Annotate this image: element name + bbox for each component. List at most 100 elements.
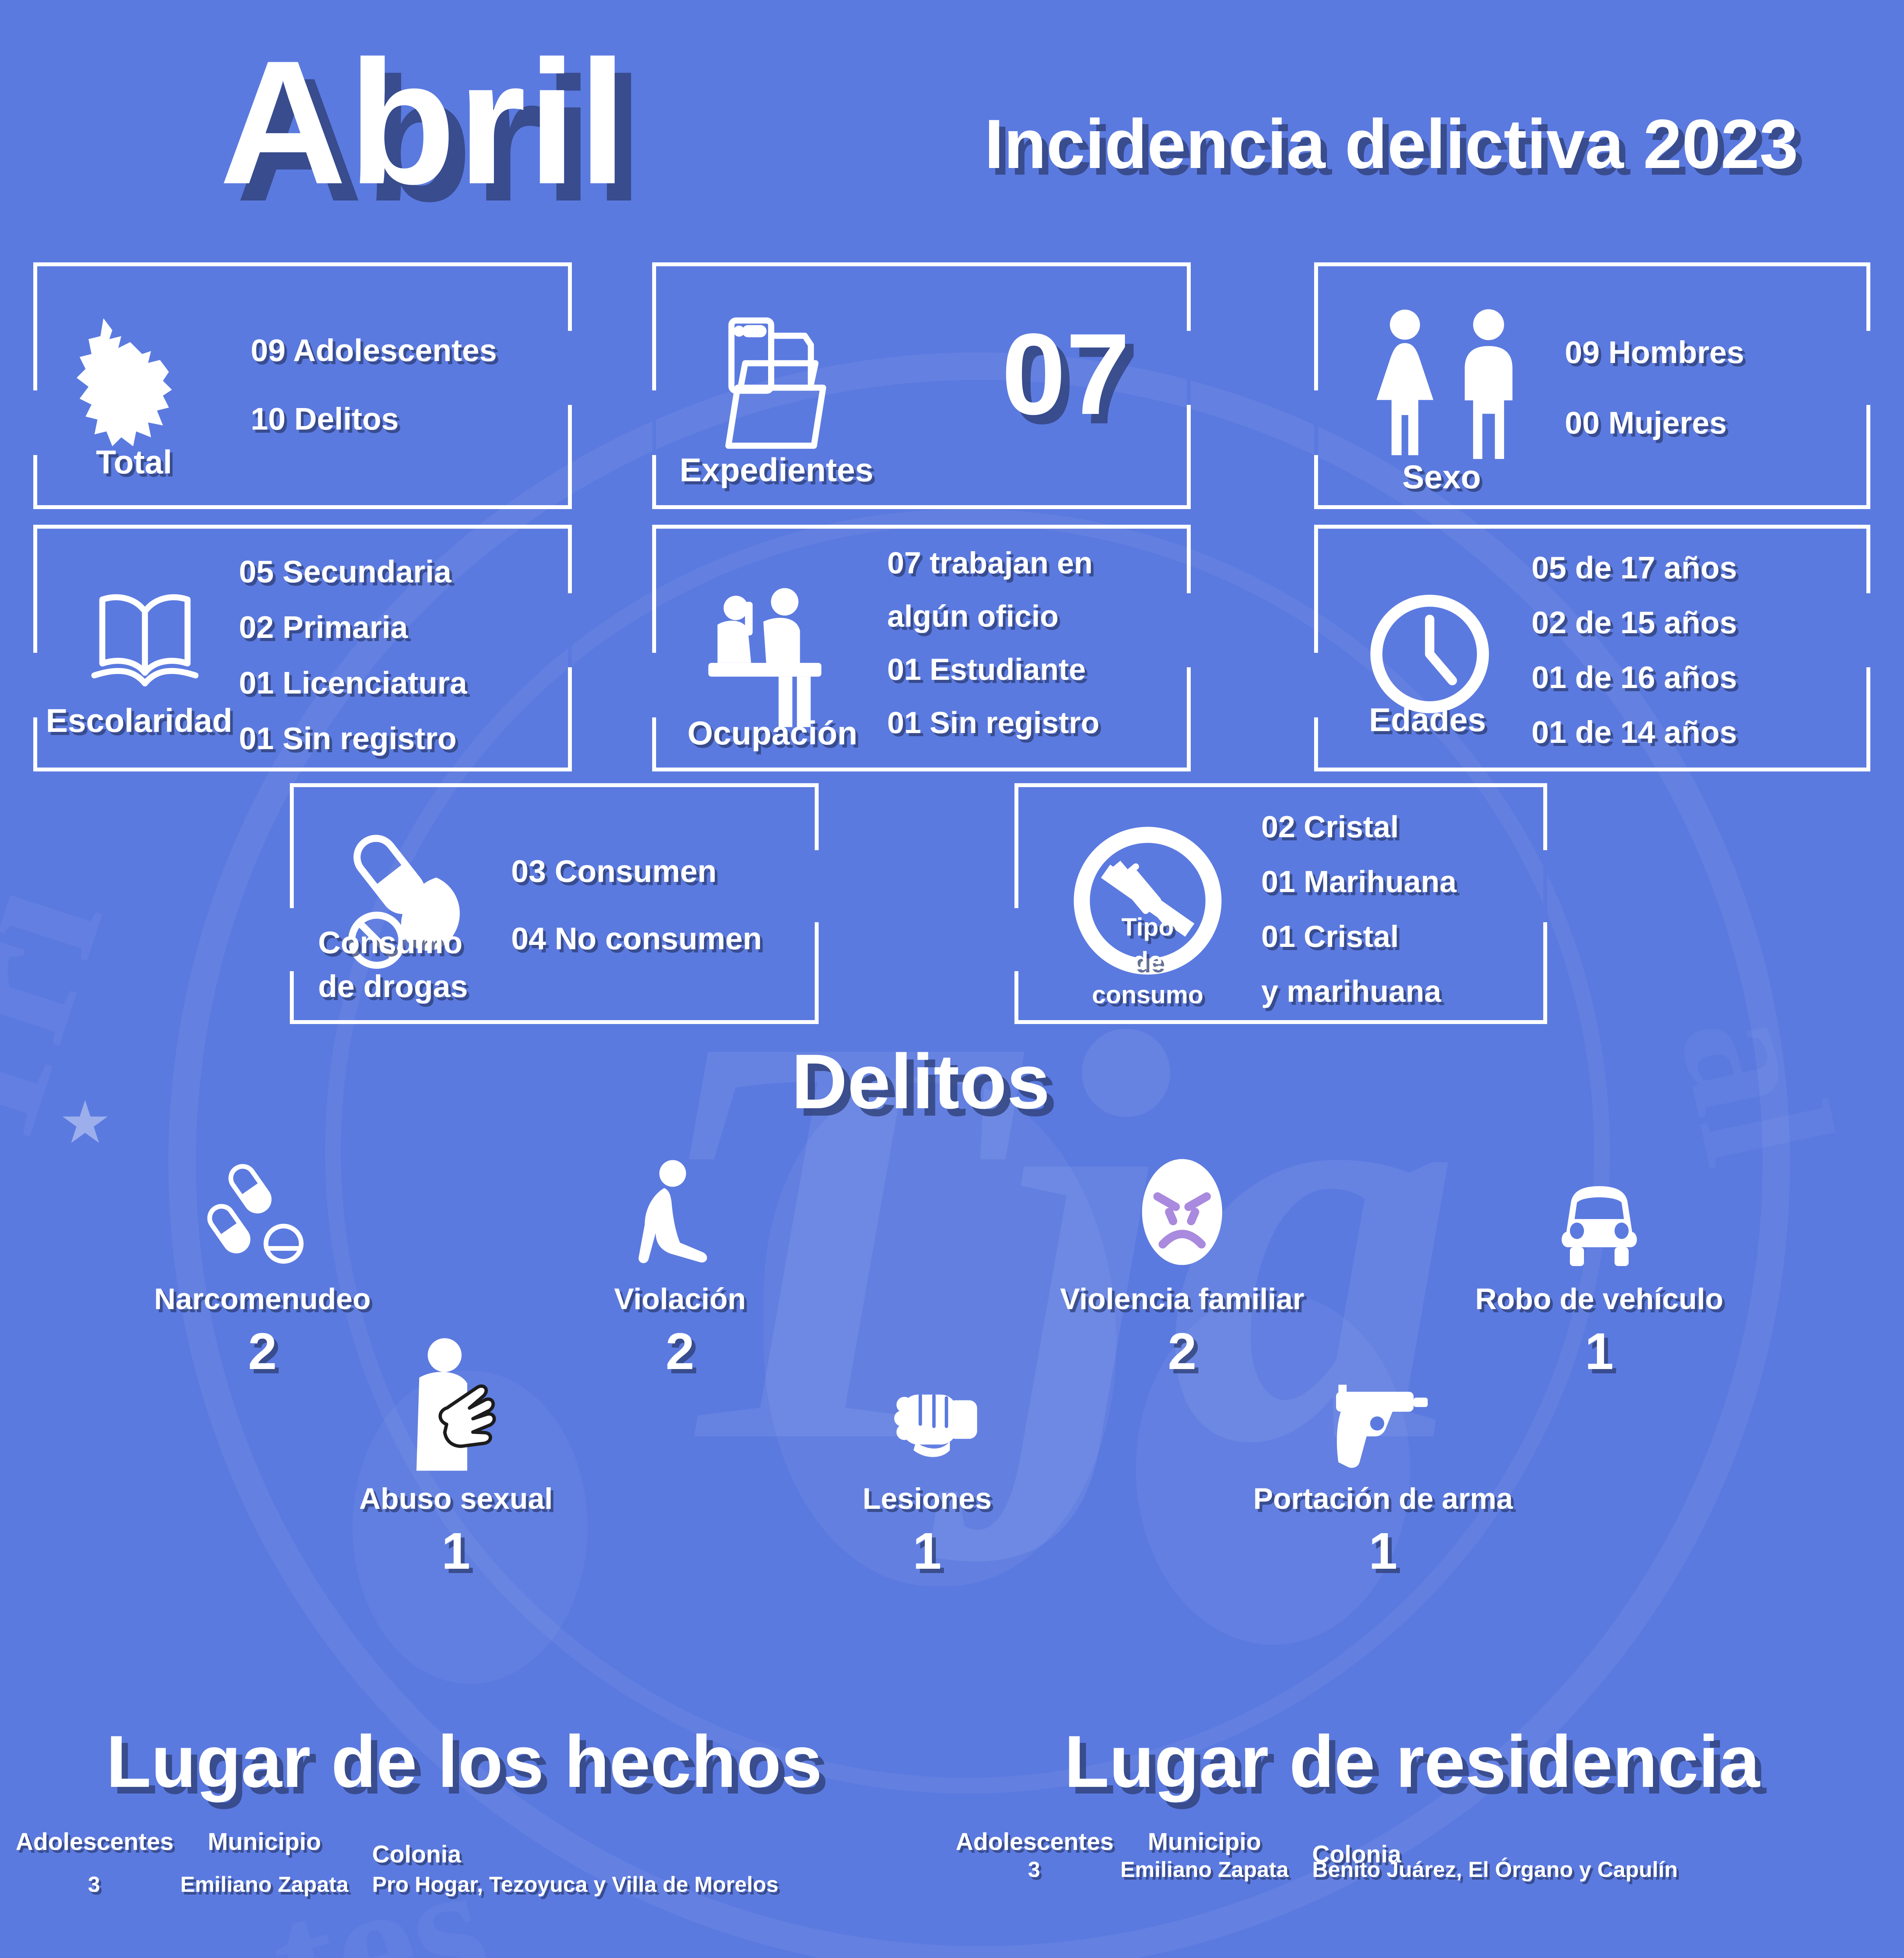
page-title: Incidencia delictiva 2023 xyxy=(984,105,1798,183)
delito-count: 1 xyxy=(1369,1522,1398,1580)
delito-count: 1 xyxy=(441,1522,470,1580)
tipo-label-line: Tipo xyxy=(1121,912,1174,941)
watermark-seal-text: Tri xyxy=(0,854,149,1181)
column-header-adolescentes: Adolescentes xyxy=(16,1828,174,1855)
escolaridad-values: 05 Secundaria 02 Primaria 01 Licenciatur… xyxy=(239,556,467,779)
delitos-section-title: Delitos xyxy=(791,1038,1050,1125)
residencia-table-header: Adolescentes Municipio Colonia xyxy=(956,1828,1782,1881)
sexo-line: 09 Hombres xyxy=(1565,335,1744,370)
edades-label: Edades xyxy=(1369,701,1486,739)
column-header-colonia: Colonia xyxy=(1312,1841,1401,1868)
fist-icon xyxy=(735,1343,1119,1476)
consumo-label: Consumo de drogas xyxy=(318,921,468,1008)
delito-count: 2 xyxy=(665,1322,694,1380)
edades-values: 05 de 17 años 02 de 15 años 01 de 16 año… xyxy=(1532,552,1737,771)
consumo-values: 03 Consumen 04 No consumen xyxy=(511,856,762,990)
expedientes-count: 07 xyxy=(1001,309,1130,439)
page-month-title: Abril xyxy=(219,24,629,221)
edades-line: 01 de 14 años xyxy=(1532,715,1737,750)
total-values: 09 Adolescentes 10 Delitos xyxy=(251,335,497,472)
total-line: 10 Delitos xyxy=(251,401,399,436)
escolaridad-line: 02 Primaria xyxy=(239,610,408,645)
cell-municipio: Emiliano Zapata xyxy=(1120,1857,1289,1882)
delito-violacion: Violación 2 xyxy=(488,1143,872,1381)
sexo-label: Sexo xyxy=(1402,459,1481,496)
consumo-label-line: de drogas xyxy=(318,969,468,1004)
ocupacion-label: Ocupación xyxy=(687,715,858,752)
delito-name: Robo de vehículo xyxy=(1475,1282,1723,1316)
residencia-table-title: Lugar de residencia xyxy=(1064,1720,1760,1803)
delito-narcomenudeo: Narcomenudeo 2 xyxy=(71,1143,454,1381)
delito-name: Abuso sexual xyxy=(359,1482,553,1515)
total-line: 09 Adolescentes xyxy=(251,333,497,368)
occupation-desk-icon xyxy=(691,583,860,736)
stat-box-expedientes: 07 Expedientes xyxy=(652,262,1191,509)
delito-name: Lesiones xyxy=(862,1482,992,1515)
delito-count: 1 xyxy=(913,1522,942,1580)
tipo-label-line: de xyxy=(1133,946,1163,975)
stat-box-edades: 05 de 17 años 02 de 15 años 01 de 16 año… xyxy=(1314,525,1870,771)
escolaridad-line: 01 Licenciatura xyxy=(239,665,467,700)
escolaridad-line: 01 Sin registro xyxy=(239,721,457,756)
delito-name: Violencia familiar xyxy=(1060,1282,1304,1316)
gun-icon xyxy=(1191,1343,1575,1476)
stat-box-escolaridad: 05 Secundaria 02 Primaria 01 Licenciatur… xyxy=(33,525,572,771)
column-header-municipio: Municipio xyxy=(1148,1828,1261,1855)
delito-count: 2 xyxy=(248,1322,277,1380)
table-row: 3 Emiliano Zapata Benito Juárez, El Órga… xyxy=(956,1845,1782,1893)
escolaridad-label: Escolaridad xyxy=(46,702,233,739)
escolaridad-line: 05 Secundaria xyxy=(239,554,452,589)
tipo-consumo-line: 02 Cristal xyxy=(1261,809,1399,844)
hechos-table-header: Adolescentes Municipio Colonia xyxy=(16,1828,842,1881)
pills-icon xyxy=(333,822,490,983)
cell-adolescentes: 3 xyxy=(88,1872,100,1897)
edades-line: 01 de 16 años xyxy=(1532,660,1737,695)
tipo-consumo-line: 01 Cristal xyxy=(1261,919,1399,954)
consumo-label-line: Consumo xyxy=(318,925,463,960)
tipo-consumo-line: y marihuana xyxy=(1261,974,1441,1008)
cell-colonia: Pro Hogar, Tezoyuca y Villa de Morelos xyxy=(372,1872,779,1897)
delito-lesiones: Lesiones 1 xyxy=(735,1343,1119,1580)
stat-box-total: 09 Adolescentes 10 Delitos Total xyxy=(33,262,572,509)
edades-line: 02 de 15 años xyxy=(1532,605,1737,640)
delito-portacion-arma: Portación de arma 1 xyxy=(1191,1343,1575,1580)
no-drugs-icon xyxy=(1067,820,1228,981)
consumo-line: 03 Consumen xyxy=(511,854,717,889)
car-icon xyxy=(1407,1143,1791,1277)
pills-icon xyxy=(71,1143,454,1277)
sexo-values: 09 Hombres 00 Mujeres xyxy=(1565,337,1744,478)
delito-robo-vehiculo: Robo de vehículo 1 xyxy=(1407,1143,1791,1381)
column-header-colonia: Colonia xyxy=(372,1841,461,1868)
ocupacion-line: algún oficio xyxy=(887,599,1059,633)
crouched-person-icon xyxy=(488,1143,872,1277)
ocupacion-line: 01 Sin registro xyxy=(887,705,1099,740)
table-row: 3 Emiliano Zapata Pro Hogar, Tezoyuca y … xyxy=(16,1860,842,1908)
morelos-map-icon xyxy=(59,309,208,458)
stat-box-consumo-drogas: 03 Consumen 04 No consumen Consumo de dr… xyxy=(290,783,819,1024)
column-header-adolescentes: Adolescentes xyxy=(956,1828,1114,1855)
cell-adolescentes: 3 xyxy=(1028,1857,1040,1882)
hechos-table-title: Lugar de los hechos xyxy=(106,1720,823,1803)
sexo-line: 00 Mujeres xyxy=(1565,405,1727,440)
ocupacion-line: 01 Estudiante xyxy=(887,652,1086,686)
angry-face-icon xyxy=(990,1143,1374,1277)
delito-name: Violación xyxy=(614,1282,746,1316)
tipo-consumo-label: Tipo de consumo xyxy=(1060,910,1236,1012)
cell-colonia: Benito Juárez, El Órgano y Capulín xyxy=(1312,1857,1678,1882)
person-hand-icon xyxy=(264,1338,648,1476)
delito-count: 1 xyxy=(1585,1322,1614,1380)
edades-line: 05 de 17 años xyxy=(1532,550,1737,585)
tipo-label-line: consumo xyxy=(1092,980,1204,1009)
tipo-consumo-values: 02 Cristal 01 Marihuana 01 Cristal y mar… xyxy=(1261,811,1457,1031)
tipo-consumo-line: 01 Marihuana xyxy=(1261,864,1457,899)
cell-municipio: Emiliano Zapata xyxy=(180,1872,349,1897)
delito-abuso-sexual: Abuso sexual 1 xyxy=(264,1338,648,1580)
total-label: Total xyxy=(96,444,172,481)
ocupacion-values: 07 trabajan en algún oficio 01 Estudiant… xyxy=(887,547,1099,760)
delito-name: Narcomenudeo xyxy=(154,1282,371,1316)
delito-count: 2 xyxy=(1168,1322,1197,1380)
male-female-icon xyxy=(1363,303,1547,480)
open-book-icon xyxy=(65,580,225,713)
consumo-line: 04 No consumen xyxy=(511,921,762,956)
